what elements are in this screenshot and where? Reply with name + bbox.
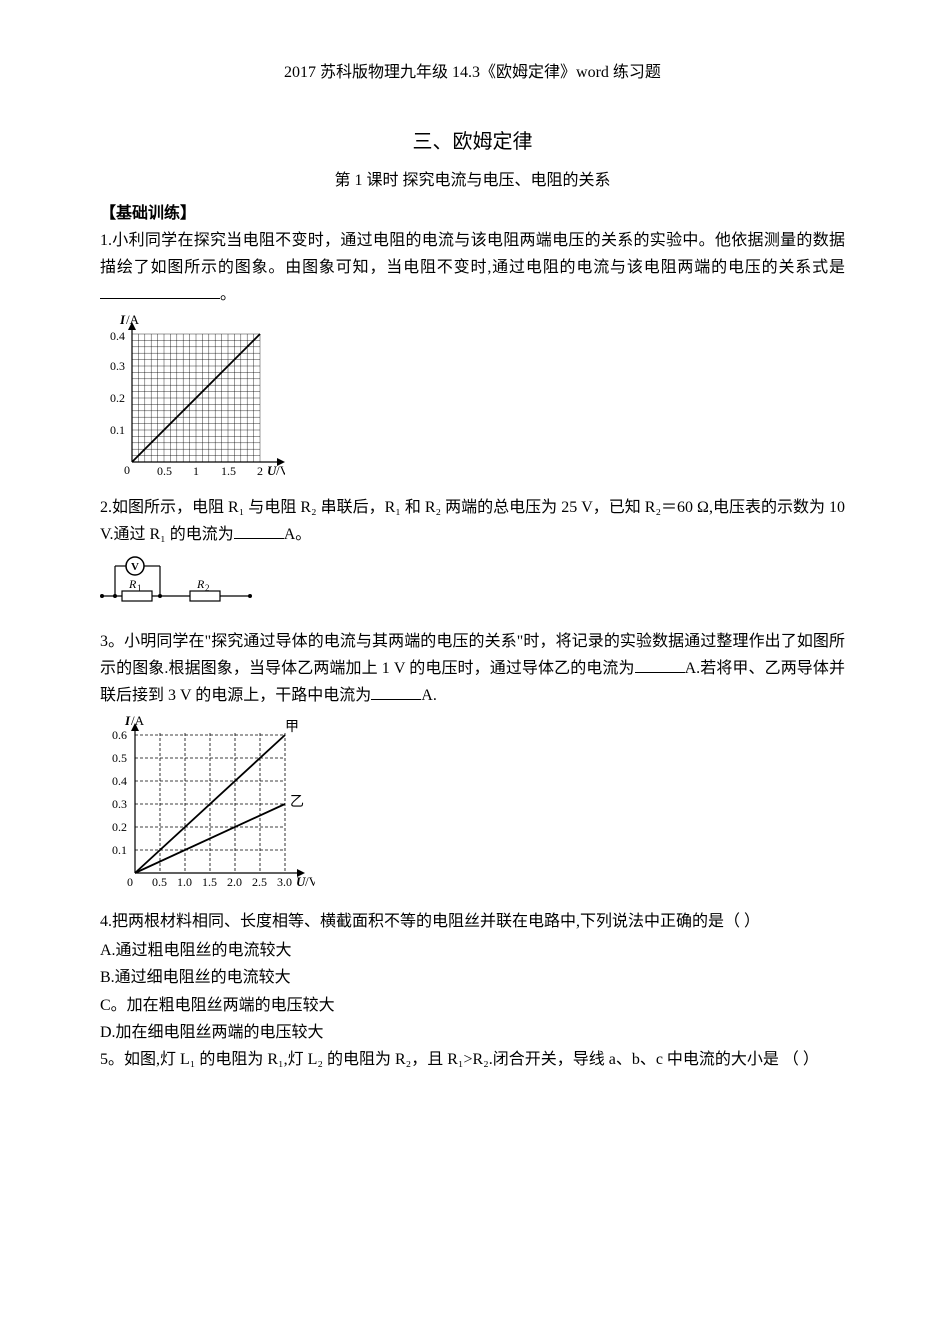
q3-ytick: 0.5: [112, 751, 127, 765]
q1-xtick: 0.5: [157, 464, 172, 477]
q3-xtick: 2.0: [227, 875, 242, 889]
q3-x-label-unit: /V: [305, 874, 315, 889]
question-4: 4.把两根材料相同、长度相等、横截面积不等的电阻丝并联在电路中,下列说法中正确的…: [100, 908, 845, 935]
q1-blank: [100, 281, 220, 299]
q4-option-b: B.通过细电阻丝的电流较大: [100, 964, 845, 991]
q1-x-label-unit: /V: [276, 463, 285, 477]
question-3: 3。小明同学在"探究通过导体的电流与其两端的电压的关系"时，将记录的实验数据通过…: [100, 628, 845, 710]
q2-text: 2.如图所示，电阻 R₁ 与电阻 R₂ 串联后，R₁ 和 R₂ 两端的总电压为 …: [100, 499, 845, 543]
q3-ytick: 0.2: [112, 820, 127, 834]
q4-options: A.通过粗电阻丝的电流较大 B.通过细电阻丝的电流较大 C。加在粗电阻丝两端的电…: [100, 937, 845, 1046]
question-1: 1.小利同学在探究当电阻不变时，通过电阻的电流与该电阻两端电压的关系的实验中。他…: [100, 227, 845, 309]
section-title: 三、欧姆定律: [100, 126, 845, 158]
q1-text: 1.小利同学在探究当电阻不变时，通过电阻的电流与该电阻两端电压的关系的实验中。他…: [100, 232, 845, 276]
r1-sub: 1: [137, 583, 142, 593]
q3-xtick: 1.0: [177, 875, 192, 889]
q1-y-label: I: [119, 312, 126, 327]
q1-text-end: 。: [220, 286, 236, 303]
training-label: 【基础训练】: [100, 201, 845, 227]
q1-xtick: 2: [257, 464, 263, 477]
document-header: 2017 苏科版物理九年级 14.3《欧姆定律》word 练习题: [100, 60, 845, 86]
q3-text3: A.: [421, 687, 437, 704]
r1-label: R: [128, 577, 137, 591]
q1-ytick: 0.2: [110, 391, 125, 405]
q1-xtick: 1: [193, 464, 199, 477]
q1-chart-svg: I /A: [100, 312, 285, 477]
q4-option-a: A.通过粗电阻丝的电流较大: [100, 937, 845, 964]
q1-ytick: 0.1: [110, 423, 125, 437]
origin: 0: [127, 875, 133, 889]
q3-xtick: 2.5: [252, 875, 267, 889]
q3-ytick: 0.4: [112, 774, 127, 788]
q3-chart: I /A 甲 乙 0.1: [100, 713, 845, 900]
q3-ytick: 0.1: [112, 843, 127, 857]
q3-ytick: 0.3: [112, 797, 127, 811]
q3-blank2: [371, 682, 421, 700]
q1-xtick: 1.5: [221, 464, 236, 477]
q2-circuit: V R 1 R 2: [100, 554, 845, 618]
q3-blank1: [635, 655, 685, 673]
q3-yi-label: 乙: [290, 794, 304, 810]
r2-sub: 2: [205, 583, 210, 593]
q3-xtick: 0.5: [152, 875, 167, 889]
question-5: 5。如图,灯 L₁ 的电阻为 R₁,灯 L₂ 的电阻为 R₂，且 R₁>R₂.闭…: [100, 1046, 845, 1073]
q3-xtick: 3.0: [277, 875, 292, 889]
origin: 0: [124, 463, 130, 477]
question-2: 2.如图所示，电阻 R₁ 与电阻 R₂ 串联后，R₁ 和 R₂ 两端的总电压为 …: [100, 494, 845, 548]
q1-ytick: 0.4: [110, 329, 125, 343]
q3-chart-svg: I /A 甲 乙 0.1: [100, 713, 315, 891]
q1-ytick: 0.3: [110, 359, 125, 373]
q2-text-end: A。: [284, 526, 312, 543]
r2-label: R: [196, 577, 205, 591]
q4-option-d: D.加在细电阻丝两端的电压较大: [100, 1019, 845, 1046]
q2-blank: [234, 521, 284, 539]
q2-circuit-svg: V R 1 R 2: [100, 554, 260, 609]
voltmeter-label: V: [131, 561, 139, 573]
q3-ytick: 0.6: [112, 728, 127, 742]
q3-jia-label: 甲: [285, 720, 299, 735]
q1-chart: I /A: [100, 312, 845, 486]
q3-xtick: 1.5: [202, 875, 217, 889]
q3-y-label: I: [124, 713, 131, 728]
q3-y-label-unit: /A: [131, 713, 145, 728]
q4-option-c: C。加在粗电阻丝两端的电压较大: [100, 992, 845, 1019]
lesson-title: 第 1 课时 探究电流与电压、电阻的关系: [100, 168, 845, 194]
